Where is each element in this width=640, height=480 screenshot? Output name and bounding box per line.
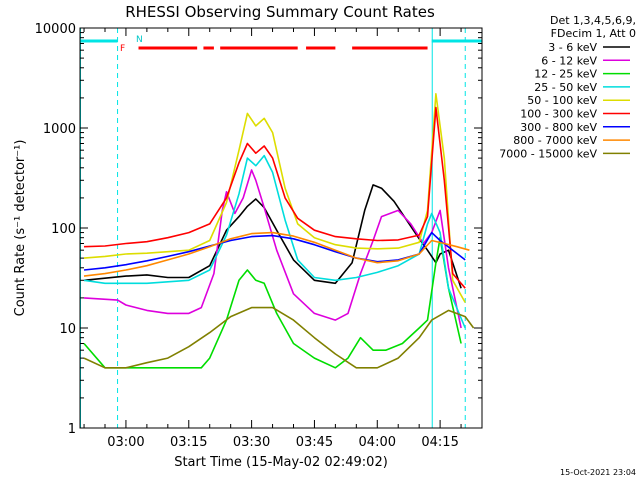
x-tick-label: 03:30 — [233, 435, 270, 450]
legend-header-decim: FDecim 1, Att 0 — [551, 27, 636, 40]
y-tick-label: 1000 — [43, 122, 76, 137]
night-flag-label: N — [136, 35, 143, 45]
y-tick-label: 100 — [51, 222, 76, 237]
y-tick-label: 1 — [68, 422, 76, 437]
series-line-2 — [83, 169, 462, 329]
legend-entry-label: 100 - 300 keV — [520, 108, 597, 121]
x-tick-label: 03:45 — [296, 435, 333, 450]
series-line-7 — [83, 231, 466, 271]
x-axis-label: Start Time (15-May-02 02:49:02) — [174, 455, 388, 470]
series-line-3 — [83, 236, 462, 369]
legend-entry-label: 12 - 25 keV — [534, 68, 597, 81]
series-line-6 — [83, 106, 466, 289]
legend-entry-label: 6 - 12 keV — [541, 54, 597, 67]
series-line-1 — [83, 184, 462, 289]
series-lines — [83, 93, 475, 369]
x-axis: 03:00 03:15 03:30 03:45 04:00 04:15 — [83, 28, 483, 450]
y-axis-label: Count Rate (s⁻¹ detector⁻¹) — [13, 140, 28, 317]
series-line-5 — [83, 93, 466, 303]
legend-entry-label: 50 - 100 keV — [527, 94, 597, 107]
legend: Det 1,3,4,5,6,9, FDecim 1, Att 0 3 - 6 k… — [499, 14, 636, 160]
generation-timestamp: 15-Oct-2021 23:04 — [560, 468, 636, 477]
y-axis: 1 10 100 1000 10000 — [35, 22, 482, 437]
series-line-9 — [83, 306, 475, 369]
y-tick-label: 10 — [59, 322, 76, 337]
x-tick-label: 03:00 — [107, 435, 144, 450]
y-tick-label: 10000 — [35, 22, 76, 37]
x-tick-label: 04:00 — [359, 435, 396, 450]
legend-entry-label: 7000 - 15000 keV — [499, 147, 597, 160]
series-line-8 — [83, 231, 470, 277]
chart-title: RHESSI Observing Summary Count Rates — [125, 3, 435, 21]
x-tick-label: 04:15 — [421, 435, 458, 450]
legend-entry-label: 3 - 6 keV — [548, 41, 597, 54]
legend-header-detectors: Det 1,3,4,5,6,9, — [550, 14, 636, 27]
legend-entry-label: 800 - 7000 keV — [513, 134, 597, 147]
flag-bars — [80, 39, 482, 50]
flare-flag-label: F — [120, 44, 125, 54]
series-line-4 — [83, 154, 466, 329]
x-tick-label: 03:15 — [170, 435, 207, 450]
legend-entry-label: 25 - 50 keV — [534, 81, 597, 94]
legend-entry-label: 300 - 800 keV — [520, 121, 597, 134]
